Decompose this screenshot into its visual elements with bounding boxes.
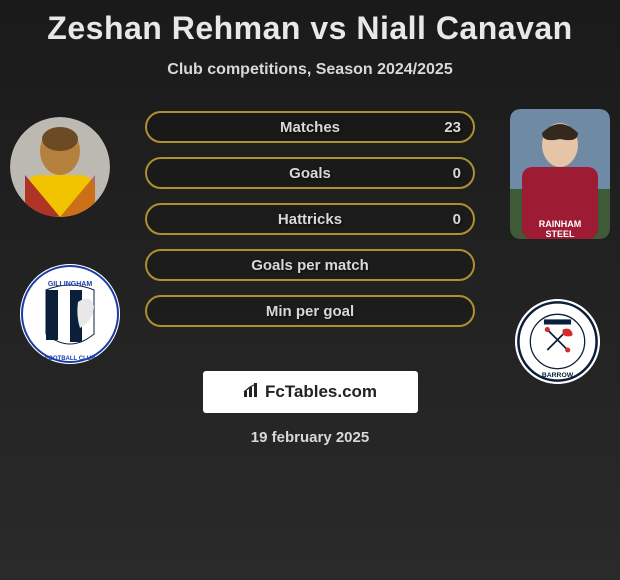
barrow-crest-icon: BARROW bbox=[515, 299, 600, 384]
stat-label: Hattricks bbox=[278, 211, 342, 228]
player-left-photo bbox=[10, 117, 110, 217]
stat-row-goals-per-match: Goals per match bbox=[145, 249, 475, 281]
chart-icon bbox=[243, 382, 261, 403]
stat-row-min-per-goal: Min per goal bbox=[145, 295, 475, 327]
club-right-badge: BARROW bbox=[515, 299, 600, 384]
svg-text:GILLINGHAM: GILLINGHAM bbox=[48, 281, 92, 288]
player-right-avatar: RAINHAM STEEL bbox=[510, 109, 610, 239]
club-left-badge: GILLINGHAM FOOTBALL CLUB bbox=[20, 264, 120, 364]
stat-row-matches: Matches 23 bbox=[145, 111, 475, 143]
stat-value: 0 bbox=[453, 165, 461, 182]
svg-text:STEEL: STEEL bbox=[545, 229, 575, 239]
stat-row-hattricks: Hattricks 0 bbox=[145, 203, 475, 235]
svg-text:RAINHAM: RAINHAM bbox=[539, 219, 582, 229]
stat-value: 23 bbox=[444, 119, 461, 136]
subtitle: Club competitions, Season 2024/2025 bbox=[0, 61, 620, 79]
stats-list: Matches 23 Goals 0 Hattricks 0 Goals per… bbox=[145, 109, 475, 327]
player-left-avatar bbox=[10, 117, 110, 217]
stat-label: Goals per match bbox=[251, 257, 369, 274]
svg-text:FOOTBALL CLUB: FOOTBALL CLUB bbox=[45, 356, 97, 362]
stat-value: 0 bbox=[453, 211, 461, 228]
stat-row-goals: Goals 0 bbox=[145, 157, 475, 189]
page-title: Zeshan Rehman vs Niall Canavan bbox=[0, 0, 620, 47]
gillingham-crest-icon: GILLINGHAM FOOTBALL CLUB bbox=[20, 264, 120, 364]
brand-box[interactable]: FcTables.com bbox=[203, 371, 418, 413]
player-right-photo: RAINHAM STEEL bbox=[510, 109, 610, 239]
brand-text: FcTables.com bbox=[265, 382, 377, 402]
stat-label: Goals bbox=[289, 165, 331, 182]
stat-label: Min per goal bbox=[266, 303, 354, 320]
footer-date: 19 february 2025 bbox=[0, 429, 620, 446]
comparison-area: RAINHAM STEEL GILLINGHAM FOOTBALL CLUB bbox=[0, 109, 620, 327]
svg-text:BARROW: BARROW bbox=[542, 372, 574, 379]
stat-label: Matches bbox=[280, 119, 340, 136]
